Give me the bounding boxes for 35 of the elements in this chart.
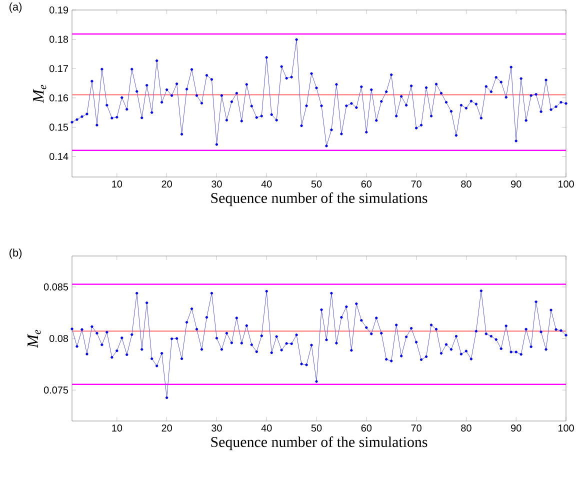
x-tick-label: 10 <box>112 180 122 188</box>
x-tick-label: 10 <box>112 424 122 432</box>
x-tick-label: 40 <box>261 424 272 432</box>
x-tick-label: 20 <box>162 180 172 188</box>
y-tick-label: 0.08 <box>49 334 68 342</box>
x-tick-label: 100 <box>558 424 574 432</box>
chart-title: (a) <box>10 2 22 13</box>
x-axis-title: Sequence number of the simulations <box>211 192 428 206</box>
x-tick-label: 90 <box>511 180 522 188</box>
x-tick-label: 40 <box>261 180 272 188</box>
x-tick-label: 80 <box>461 424 472 432</box>
y-tick-label: 0.18 <box>49 36 68 43</box>
x-tick-label: 20 <box>162 424 172 432</box>
y-tick-label: 0.19 <box>49 6 68 14</box>
x-tick-label: 90 <box>511 424 522 432</box>
y-axis-title: M$_{e}$ <box>33 84 46 104</box>
chart-title: (b) <box>10 248 22 259</box>
y-tick-label: 0.075 <box>44 386 68 394</box>
x-tick-label: 50 <box>311 180 322 188</box>
x-tick-label: 30 <box>212 424 222 432</box>
x-axis-title: Sequence number of the simulations <box>211 436 428 450</box>
x-tick-label: 30 <box>212 180 222 188</box>
x-tick-label: 100 <box>558 180 574 188</box>
y-tick-label: 0.14 <box>49 152 68 160</box>
x-tick-label: 60 <box>361 180 372 188</box>
x-tick-label: 70 <box>411 180 422 188</box>
y-tick-label: 0.16 <box>49 94 68 102</box>
x-tick-label: 50 <box>311 424 322 432</box>
x-tick-label: 60 <box>361 424 372 432</box>
y-tick-label: 0.085 <box>44 283 68 290</box>
y-tick-label: 0.15 <box>49 124 68 131</box>
x-tick-label: 70 <box>411 424 422 432</box>
y-axis-title: M$_{e}$ <box>28 330 41 348</box>
y-tick-label: 0.17 <box>49 65 68 72</box>
x-tick-label: 80 <box>461 180 472 188</box>
